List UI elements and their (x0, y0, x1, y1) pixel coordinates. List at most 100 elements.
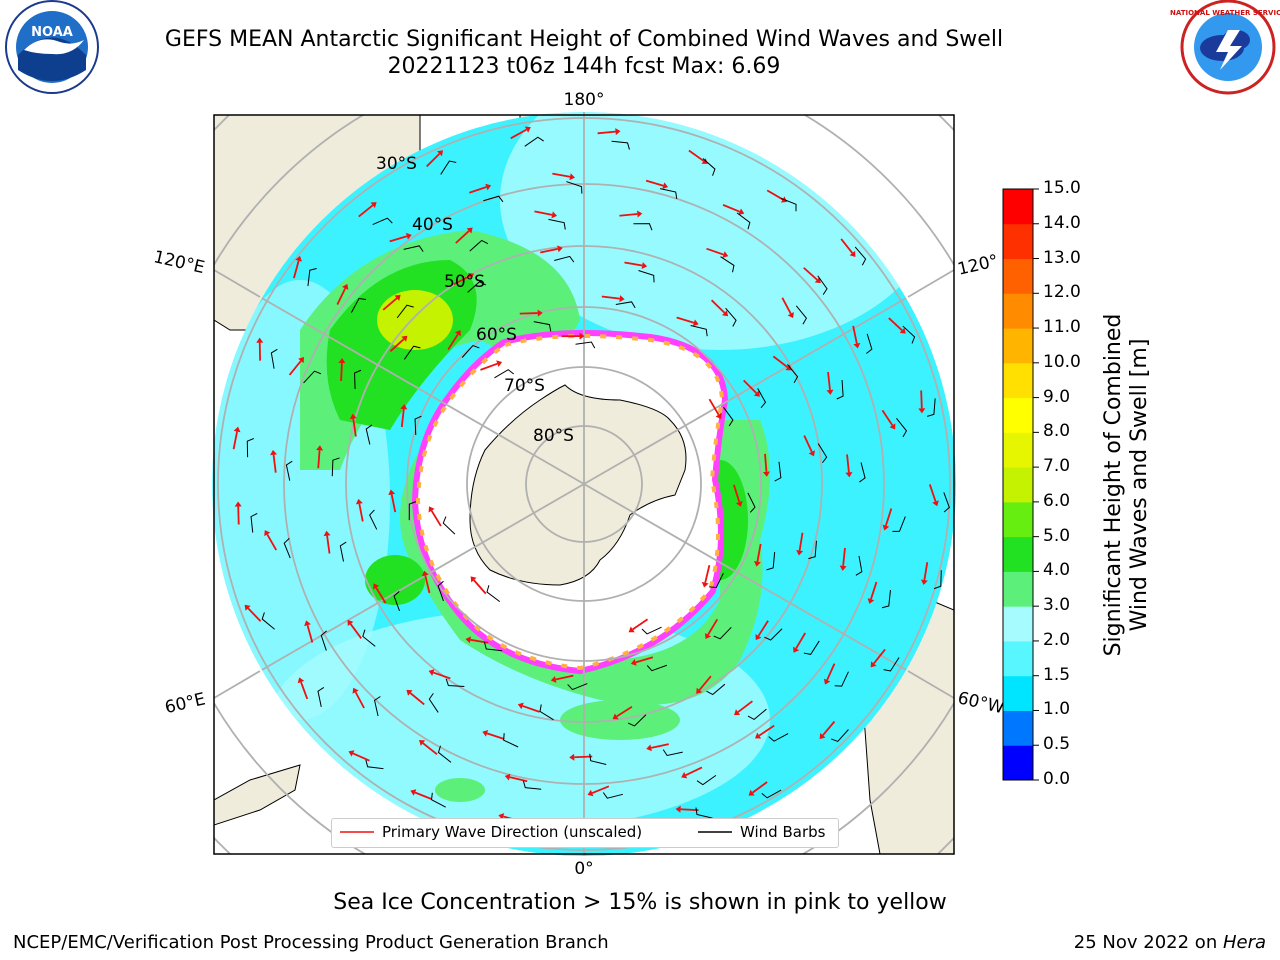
wave-arrow (704, 564, 711, 583)
wind-barb (638, 270, 655, 283)
wave-arrow (743, 379, 758, 394)
wave-arrowhead (882, 524, 890, 531)
wave-arrowhead (419, 740, 426, 746)
colorbar-segment (1003, 189, 1033, 225)
colorbar-segment (1003, 223, 1033, 260)
wave-arrow (272, 454, 277, 473)
colorbar-tick-label: 8.0 (1043, 421, 1071, 442)
colorbar-segment (1003, 745, 1033, 781)
wave-arrow (708, 398, 720, 416)
wave-arrow (923, 562, 929, 581)
longitude-labels: 180° 0° 120°E 60°E 120° 60°W (152, 90, 1007, 879)
colorbar-tick-label: 6.0 (1043, 490, 1071, 511)
wind-barb (764, 628, 783, 641)
wind-barb (373, 696, 381, 717)
lon-label-0: 0° (574, 859, 593, 879)
wave-arrow (433, 671, 451, 680)
wave-arrowhead (692, 319, 699, 327)
wind-barb (365, 424, 373, 445)
wave-arrowhead (338, 358, 346, 364)
wave-arrow (688, 149, 705, 162)
colorbar-title-line1: Significant Height of Combined (1101, 313, 1126, 657)
wave-arrowhead (662, 182, 669, 190)
wave-arrowhead (787, 312, 794, 319)
wave-arrow (340, 362, 343, 382)
wave-arrowhead (839, 565, 847, 571)
wind-barb (414, 415, 422, 436)
wave-arrowhead (630, 659, 637, 666)
wind-barb (354, 369, 362, 389)
wind-barb (795, 305, 807, 325)
colorbar-title: Significant Height of Combined Wind Wave… (1101, 305, 1153, 665)
wind-barb (524, 136, 544, 147)
wind-barb (303, 370, 322, 384)
wind-barb (854, 246, 867, 266)
map-title: GEFS MEAN Antarctic Significant Height o… (164, 27, 1004, 52)
wave-arrowhead (748, 789, 755, 796)
wave-arrowhead (264, 530, 271, 537)
colorbar-frame (1002, 188, 1034, 781)
wave-arrowhead (845, 471, 853, 478)
wind-barb (285, 460, 293, 481)
wind-barb (696, 774, 717, 786)
wave-arrowhead (496, 360, 503, 367)
wind-barb (757, 388, 767, 409)
wave-arrowhead (304, 620, 311, 627)
outer-graticule (214, 115, 954, 854)
wave-arrow (645, 179, 664, 187)
wave-arrowhead (899, 327, 906, 334)
wave-arrowhead (405, 232, 412, 240)
lon-label-180: 180° (564, 90, 605, 110)
wave-arrow (540, 247, 559, 254)
wave-arrow (519, 312, 538, 315)
wave-arrow (624, 261, 643, 267)
wave-arrow (375, 587, 387, 604)
lat-label-80s: 80°S (533, 426, 574, 446)
wind-barb (442, 516, 456, 535)
wind-barb (927, 398, 936, 417)
wave-arrowhead (715, 412, 722, 419)
lat-label-50s: 50°S (444, 272, 485, 292)
wind-barb (690, 325, 708, 337)
colorbar-segment (1003, 467, 1033, 503)
wave-legend-label: Primary Wave Direction (unscaled) (382, 823, 643, 841)
wind-barb (766, 551, 776, 571)
colorbar-tick-label: 7.0 (1043, 456, 1071, 477)
wave-arrowhead (867, 598, 875, 604)
wave-arrow (698, 675, 712, 691)
wind-barb (566, 181, 583, 194)
nws-logo: NATIONAL WEATHER SERVICE (1170, 0, 1280, 95)
lon-label-60w: 60°W (956, 688, 1006, 718)
wave-arrow (306, 624, 314, 643)
colorbar-segment (1003, 397, 1033, 433)
wave-arrow (846, 454, 850, 473)
wave-arrowhead (722, 310, 729, 317)
wave-arrow (722, 204, 741, 213)
lat-label-70s: 70°S (504, 376, 545, 396)
wind-barb (554, 255, 575, 263)
colorbar-tick-label: 13.0 (1043, 247, 1081, 268)
wave-arrowhead (394, 294, 401, 301)
wind-barb (662, 749, 683, 757)
wind-barb (320, 630, 327, 651)
wave-arrow (430, 510, 442, 527)
wind-barb (881, 589, 891, 609)
wind-barb (709, 572, 724, 589)
wave-arrowhead (826, 389, 834, 395)
colorbar-segment (1003, 501, 1033, 538)
wind-barb (403, 345, 421, 360)
wave-arrow (766, 189, 784, 201)
wave-arrow (534, 210, 553, 216)
colorbar-tick-label: 4.0 (1043, 560, 1071, 581)
wave-arrowhead (465, 636, 471, 644)
wind-barb (934, 570, 942, 590)
wave-arrow (827, 371, 831, 391)
wave-arrow (597, 130, 616, 135)
wind-barb (761, 789, 782, 799)
wave-arrowhead (849, 250, 856, 257)
wave-arrow (928, 484, 937, 502)
wave-arrow (358, 204, 374, 218)
wave-arrowhead (796, 549, 804, 556)
wave-arrow (326, 535, 331, 554)
wind-barb (307, 267, 317, 287)
